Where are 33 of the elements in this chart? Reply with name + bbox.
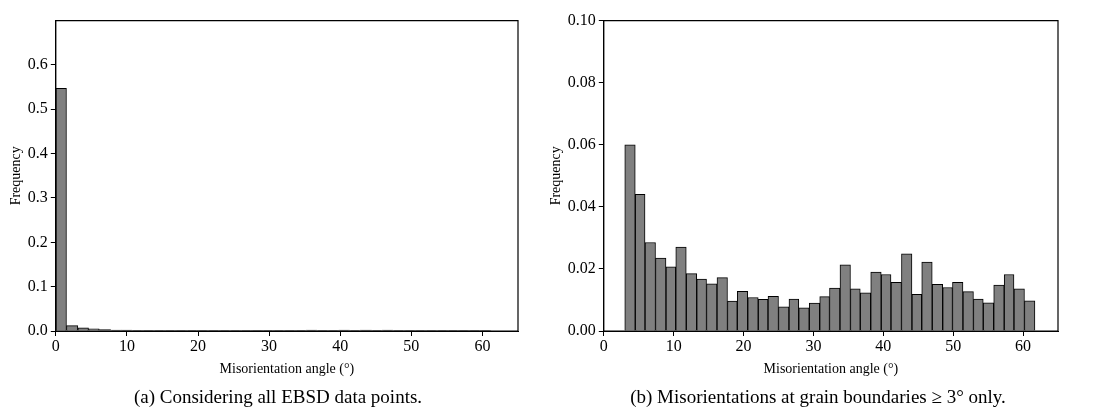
y-tick-label: 0.5	[27, 99, 48, 117]
x-tick-label: 0	[599, 337, 608, 355]
y-tick-label: 0.10	[567, 10, 596, 28]
y-tick-label: 0.04	[567, 197, 596, 215]
x-tick-label: 10	[118, 337, 135, 355]
x-tick-label: 30	[261, 337, 278, 355]
y-tick-label: 0.3	[27, 188, 48, 206]
x-tick-label: 50	[945, 337, 962, 355]
y-axis-title: Frequency	[8, 146, 24, 206]
y-tick-label: 0.06	[567, 134, 596, 152]
y-tick-label: 0.6	[27, 55, 48, 73]
y-tick-label: 0.1	[27, 276, 48, 294]
x-tick-label: 20	[735, 337, 752, 355]
y-tick-label: 0.02	[567, 259, 596, 277]
x-tick-label: 50	[403, 337, 420, 355]
y-tick-label: 0.00	[567, 321, 596, 339]
x-axis-title: Misorientation angle (°)	[219, 361, 355, 378]
x-tick-label: 60	[1015, 337, 1032, 355]
x-tick-label: 10	[665, 337, 682, 355]
x-tick-label: 60	[474, 337, 491, 355]
x-tick-label: 0	[51, 337, 60, 355]
y-axis-title: Frequency	[548, 146, 564, 206]
x-axis-title: Misorientation angle (°)	[763, 361, 899, 378]
y-tick-label: 0.08	[567, 72, 596, 90]
text: (a) Considering all EBSD data points.	[132, 386, 424, 408]
x-tick-label: 20	[190, 337, 207, 355]
y-tick-label: 0.2	[27, 232, 48, 250]
x-tick-label: 40	[332, 337, 349, 355]
x-tick-label: 40	[875, 337, 892, 355]
y-tick-label: 0.4	[27, 143, 48, 161]
x-tick-label: 30	[805, 337, 822, 355]
text: (b) Misorientations at grain boundaries ≥ 3° only.	[629, 386, 1007, 408]
y-tick-label: 0.0	[27, 321, 48, 339]
